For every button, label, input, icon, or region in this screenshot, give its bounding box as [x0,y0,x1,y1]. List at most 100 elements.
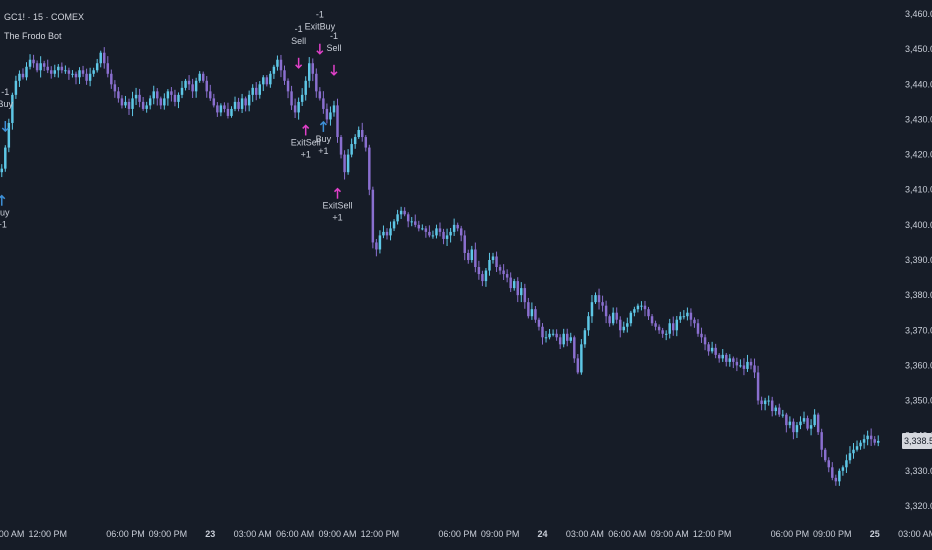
candle-body [85,73,88,81]
candle-body [32,59,35,64]
symbol-title[interactable]: GC1! · 15 · COMEX [4,12,85,22]
candle-body [725,354,728,362]
signal-buy-left-label: Buy [0,208,10,218]
x-tick-label: 06:00 PM [771,529,810,539]
candle-body [802,418,806,422]
candle-body [732,358,735,362]
candle-body [276,59,279,67]
candle-body [841,467,845,471]
signal-exitsell-2-label: ExitSell [323,201,353,211]
candle-body [580,344,583,373]
signal-exitbuy-label: ExitBuy [305,22,336,32]
candle-body [28,59,32,67]
candle-body [541,326,544,338]
x-tick-label: 06:00 AM [608,529,646,539]
candle-body [138,94,141,102]
y-tick-label: 3,430.0 [905,114,932,124]
candle-body [845,460,848,468]
y-tick-label: 3,400.0 [905,220,932,230]
candle-body [226,108,230,116]
candle-body [721,354,724,359]
candle-body [576,358,580,373]
candle-body [686,312,689,317]
candle-body [643,305,647,310]
candle-body [505,274,509,278]
candle-body [329,112,332,120]
candle-body [339,137,343,155]
candle-body [534,309,537,320]
candle-body [4,147,7,169]
x-tick-label: 23 [205,529,215,539]
candle-body [191,84,194,92]
candle-body [838,470,841,482]
candle-body [325,108,329,120]
candle-body [848,453,852,461]
candle-body [42,63,46,67]
candle-body [279,59,283,71]
candle-body [25,66,28,78]
candle-body [219,105,223,113]
candle-body [512,281,516,289]
indicator-title[interactable]: The Frodo Bot [4,31,62,41]
candle-body [820,432,823,450]
candle-body [187,80,191,85]
signal-exitsell-2-size: +1 [332,213,342,223]
signal-sell-1-size: -1 [295,24,303,34]
candle-body [11,94,14,123]
candle-body [604,305,608,317]
candle-body [438,228,442,232]
candle-body [785,414,788,426]
candle-body [117,91,120,99]
candle-body [452,224,456,232]
candle-body [852,449,855,454]
candle-body [647,309,650,317]
candle-body [35,63,39,71]
candle-body [50,70,53,74]
candle-body [60,66,64,71]
x-tick-label: 09:00 AM [0,529,24,539]
candle-body [145,105,148,109]
candle-body [495,256,498,268]
candle-body [735,361,739,366]
candle-body [293,105,297,113]
candle-body [449,231,452,236]
candle-body [640,305,643,307]
candle-body [573,337,576,359]
candle-body [714,347,717,355]
candle-body [166,91,170,99]
signal-buy-2-size: +1 [318,146,328,156]
candle-body [428,231,431,236]
candle-body [657,326,661,331]
candle-body [502,270,505,275]
candle-body [170,91,173,95]
candle-body [611,312,615,324]
candle-body [463,235,466,253]
signal-buy-left-top-label: Buy [0,99,14,109]
candle-body [470,249,474,260]
candle-body [14,80,18,95]
signal-buy-left-top-arrowhead [1,127,9,133]
candle-body [696,323,700,334]
candle-body [615,312,618,320]
candle-body [233,101,237,109]
price-axis[interactable]: 3,460.0 3,450.0 3,440.0 3,430.0 3,420.0 3,410… [902,9,932,511]
y-tick-label: 3,410.0 [905,185,932,195]
candle-body [693,319,696,324]
signal-exitsell-1-size: +1 [301,149,311,159]
candle-body [668,323,671,334]
candle-body [113,84,117,92]
candle-body [544,337,548,339]
candle-body [816,414,820,433]
y-tick-label: 3,440.0 [905,79,932,89]
signal-sell-2-arrowhead [330,71,338,76]
candle-body [180,87,184,95]
candle-body [67,70,71,74]
candle-body [601,302,604,306]
candle-body [700,333,703,338]
x-tick-label: 09:00 AM [651,529,689,539]
x-tick-label: 03:00 AM [566,529,604,539]
candle-body [664,333,668,335]
candle-body [707,344,710,352]
